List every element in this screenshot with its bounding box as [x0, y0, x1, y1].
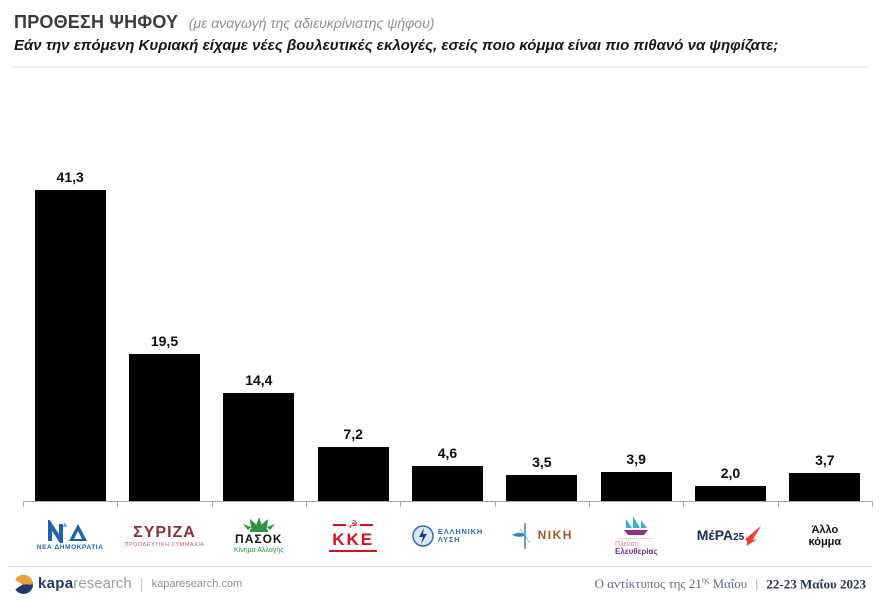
bar-5: [506, 475, 578, 501]
footer-brand: kaparesearch | kaparesearch.com: [14, 574, 243, 594]
x-axis-tick: [23, 501, 24, 507]
bar-value-label-4: 4,6: [437, 445, 458, 461]
bar-value-label-6: 3,9: [626, 451, 646, 467]
x-axis-tick: [494, 501, 496, 507]
bar-8: [789, 473, 861, 501]
party-logo-pasok: ΠΑΣΟΚ Κίνημα Αλλαγής: [212, 508, 306, 564]
niki-bird-icon: [511, 523, 531, 549]
party-logo-kke: ☭ ΚΚΕ: [306, 508, 400, 564]
bar-7: [695, 486, 766, 501]
bar-value-label-2: 14,4: [245, 372, 273, 388]
party-subtitle-label: ΠΡΟΟΔΕΥΤΙΚΗ ΣΥΜΜΑΧΙΑ: [124, 542, 205, 549]
party-name-suffix: 25: [733, 532, 745, 543]
kke-underline: [329, 549, 378, 553]
x-axis-tick: [777, 501, 779, 507]
party-logo-plefsi-eleftherias: Πλεύση Ελευθερίας: [589, 508, 683, 564]
party-name-label: ΛΥΣΗ: [437, 535, 461, 544]
bar-6: [600, 472, 672, 501]
party-subtitle-label: Κίνημα Αλλαγής: [234, 547, 284, 555]
bar-value-label-0: 41,3: [56, 169, 84, 185]
x-axis-tick: [117, 501, 119, 507]
kke-flag-line: [333, 524, 347, 527]
footer-divider: |: [755, 576, 759, 592]
party-name-label: ΠΑΣΟΚ: [235, 532, 283, 547]
divider: [619, 537, 654, 539]
footer: kaparesearch | kaparesearch.com Ο αντίκτ…: [8, 566, 872, 601]
party-name-label: ΚΚΕ: [332, 529, 375, 549]
party-name-label: ΣΥΡΙΖΑ: [133, 523, 196, 541]
party-name-label: Άλλο: [811, 523, 839, 536]
pasok-sun-icon: [242, 517, 275, 533]
x-axis-tick: [306, 501, 307, 507]
survey-date: 22-23 Μαΐου 2023: [766, 576, 866, 592]
header: ΠΡΟΘΕΣΗ ΨΗΦΟΥ (με αναγωγή της αδιευκρίνι…: [12, 10, 868, 68]
page-title: ΠΡΟΘΕΣΗ ΨΗΦΟΥ: [14, 12, 179, 32]
x-axis-tick: [872, 501, 873, 507]
party-name-label: ΜέΡΑ: [696, 527, 734, 544]
brand-name-light: research: [73, 575, 132, 592]
nea-dimokratia-logo-icon: [48, 520, 88, 544]
party-logo-elliniki-lysi: ΕΛΛΗΝΙΚΗ ΛΥΣΗ: [400, 508, 494, 564]
party-logo-other: Άλλο κόμμα: [778, 508, 872, 564]
party-name-label: ΝΙΚΗ: [537, 528, 573, 543]
footer-source-note: Ο αντίκτυπος της 21ης Μαΐου | 22-23 Μαΐο…: [595, 576, 866, 592]
x-axis-tick: [683, 501, 685, 507]
plefsi-sailboat-icon: [624, 515, 649, 535]
kapa-research-logo-icon: [14, 574, 33, 594]
x-axis-tick: [589, 501, 590, 507]
x-axis-tick: [400, 501, 402, 507]
party-name-label: ΕΛΛΗΝΙΚΗ: [437, 526, 484, 536]
party-name-label: κόμμα: [808, 536, 842, 548]
bar-value-label-3: 7,2: [343, 426, 363, 442]
footer-website: kaparesearch.com: [151, 578, 243, 590]
bar-1: [129, 354, 200, 501]
party-name-label: Ελευθερίας: [615, 547, 658, 557]
party-logo-nea-dimokratia: ΝΕΑ ΔΗΜΟΚΡΑΤΙΑ: [23, 508, 117, 564]
bar-4: [412, 466, 483, 501]
bar-value-label-5: 3,5: [532, 454, 552, 470]
survey-question: Εάν την επόμενη Κυριακή είχαμε νέες βουλ…: [14, 37, 779, 54]
bar-value-label-7: 2,0: [720, 465, 741, 481]
party-logo-mera25: ΜέΡΑ 25: [683, 508, 777, 564]
elliniki-lysi-compass-icon: [412, 525, 434, 547]
bar-2: [223, 393, 295, 501]
party-name-label: Πλεύση: [615, 540, 639, 548]
brand-name-bold: kapa: [38, 575, 74, 592]
footer-divider: |: [139, 575, 144, 593]
bar-value-label-1: 19,5: [150, 333, 179, 349]
bar-3: [317, 447, 389, 501]
kke-flag-line: [360, 524, 374, 527]
page-title-note: (με αναγωγή της αδιευκρίνιστης ψήφου): [188, 15, 435, 31]
mera25-bird-icon: [745, 526, 762, 546]
hammer-sickle-icon: ☭: [348, 518, 359, 531]
bar-chart-plot: 41,3 19,5 14,4 7,2 4,6 3,5 3,9 2,0 3,7: [0, 100, 880, 510]
bar-0: [34, 190, 106, 501]
party-name-label: ΝΕΑ ΔΗΜΟΚΡΑΤΙΑ: [36, 544, 104, 552]
survey-name: Ο αντίκτυπος της 21ης Μαΐου: [594, 575, 748, 592]
x-axis-party-logos: ΝΕΑ ΔΗΜΟΚΡΑΤΙΑ ΣΥΡΙΖΑ ΠΡΟΟΔΕΥΤΙΚΗ ΣΥΜΜΑΧ…: [0, 508, 880, 564]
bar-value-label-8: 3,7: [815, 452, 835, 468]
party-logo-niki: ΝΙΚΗ: [495, 508, 589, 564]
x-axis-tick: [211, 501, 213, 507]
party-logo-syriza: ΣΥΡΙΖΑ ΠΡΟΟΔΕΥΤΙΚΗ ΣΥΜΜΑΧΙΑ: [117, 508, 211, 564]
x-axis-line: [23, 501, 872, 502]
